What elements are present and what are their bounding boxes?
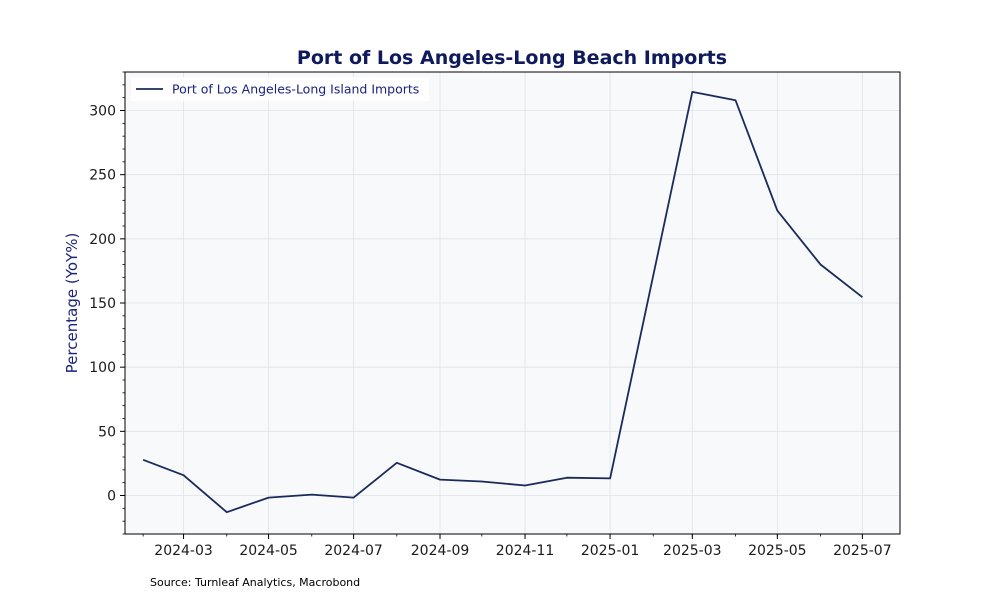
y-tick-label: 0 — [107, 489, 116, 505]
data-point — [481, 481, 483, 483]
y-tick-label: 150 — [89, 296, 116, 312]
y-tick-label: 50 — [98, 424, 116, 440]
x-tick-label: 2024-09 — [411, 543, 470, 559]
legend-box — [131, 77, 429, 101]
legend: Port of Los Angeles-Long Island Imports — [131, 77, 429, 101]
data-point — [439, 479, 441, 481]
y-tick-label: 100 — [89, 360, 116, 376]
x-axis: 2024-03 2024-05 2024-07 2024-09 2024-11 2025-… — [142, 534, 892, 559]
x-tick-label: 2024-03 — [154, 543, 213, 559]
data-point — [609, 477, 611, 479]
x-tick-label: 2025-03 — [663, 543, 722, 559]
data-point — [226, 511, 228, 513]
data-point — [524, 485, 526, 487]
data-point — [820, 264, 822, 266]
y-tick-label: 250 — [89, 168, 116, 184]
x-tick-label: 2024-05 — [239, 543, 298, 559]
data-point — [311, 494, 313, 496]
x-tick-label: 2024-07 — [324, 543, 383, 559]
horizontal-grid — [125, 110, 900, 496]
data-point — [776, 210, 778, 212]
data-point — [142, 459, 144, 461]
data-point — [268, 497, 270, 499]
x-tick-label: 2025-01 — [581, 543, 640, 559]
x-tick-label: 2025-05 — [748, 543, 807, 559]
y-axis-minor-ticks — [122, 71, 125, 535]
data-point — [691, 91, 693, 93]
y-tick-label: 200 — [89, 232, 116, 248]
data-point — [183, 474, 185, 476]
series-line — [142, 91, 863, 514]
legend-entry-label: Port of Los Angeles-Long Island Imports — [172, 82, 419, 97]
data-point — [566, 477, 568, 479]
x-tick-label: 2025-07 — [833, 543, 892, 559]
data-point — [735, 99, 737, 101]
y-axis: 0 50 100 150 200 250 300 — [89, 104, 125, 505]
data-point — [396, 462, 398, 464]
y-tick-label: 300 — [89, 104, 116, 120]
chart-title: Port of Los Angeles-Long Beach Imports — [297, 47, 727, 69]
x-tick-label: 2024-11 — [496, 543, 555, 559]
data-point — [353, 497, 355, 499]
y-axis-label: Percentage (YoY%) — [63, 233, 81, 374]
data-point — [861, 296, 863, 298]
source-note: Source: Turnleaf Analytics, Macrobond — [150, 576, 360, 589]
